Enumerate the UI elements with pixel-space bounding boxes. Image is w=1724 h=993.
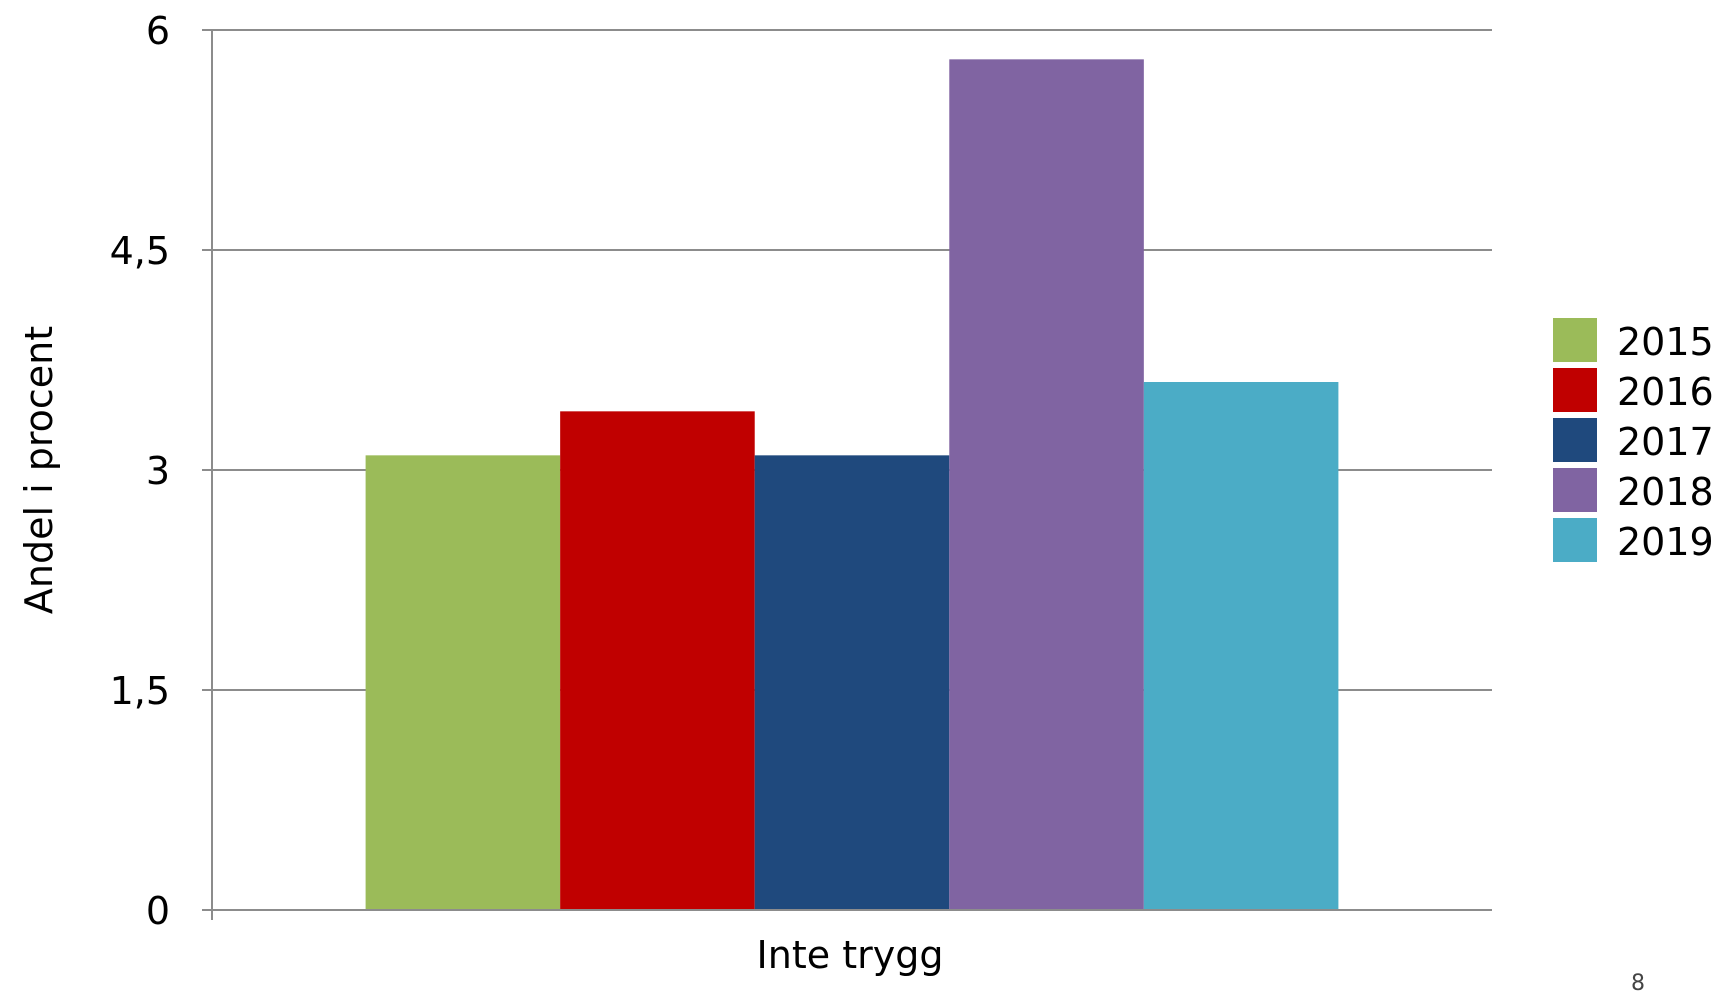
legend: 2015 2016 2017 2018 2019 [1553,318,1714,564]
legend-swatch-2016 [1553,368,1597,412]
bars [365,59,1339,911]
legend-label: 2019 [1617,520,1714,564]
axes [202,29,1492,920]
bar-2017 [754,455,950,910]
legend-swatch-2015 [1553,318,1597,362]
bar-2018 [949,59,1144,911]
y-tick-label: 6 [146,9,170,53]
slide-number: 8 [1631,971,1645,993]
legend-swatch-2017 [1553,418,1597,462]
y-tick-label: 1,5 [110,669,170,713]
bar-2019 [1143,382,1339,910]
y-tick-labels: 0 1,5 3 4,5 6 [110,9,170,933]
legend-swatch-2019 [1553,518,1597,562]
y-tick-label: 3 [146,449,170,493]
y-tick-label: 4,5 [110,229,170,273]
legend-swatch-2018 [1553,468,1597,512]
legend-label: 2015 [1617,320,1714,364]
y-tick-label: 0 [146,889,170,933]
bar-2015 [365,455,561,910]
legend-label: 2017 [1617,420,1714,464]
legend-label: 2016 [1617,370,1714,414]
x-axis-category-label: Inte trygg [757,933,944,977]
y-axis-title: Andel i procent [17,326,61,614]
legend-label: 2018 [1617,470,1714,514]
bar-2016 [560,411,755,910]
